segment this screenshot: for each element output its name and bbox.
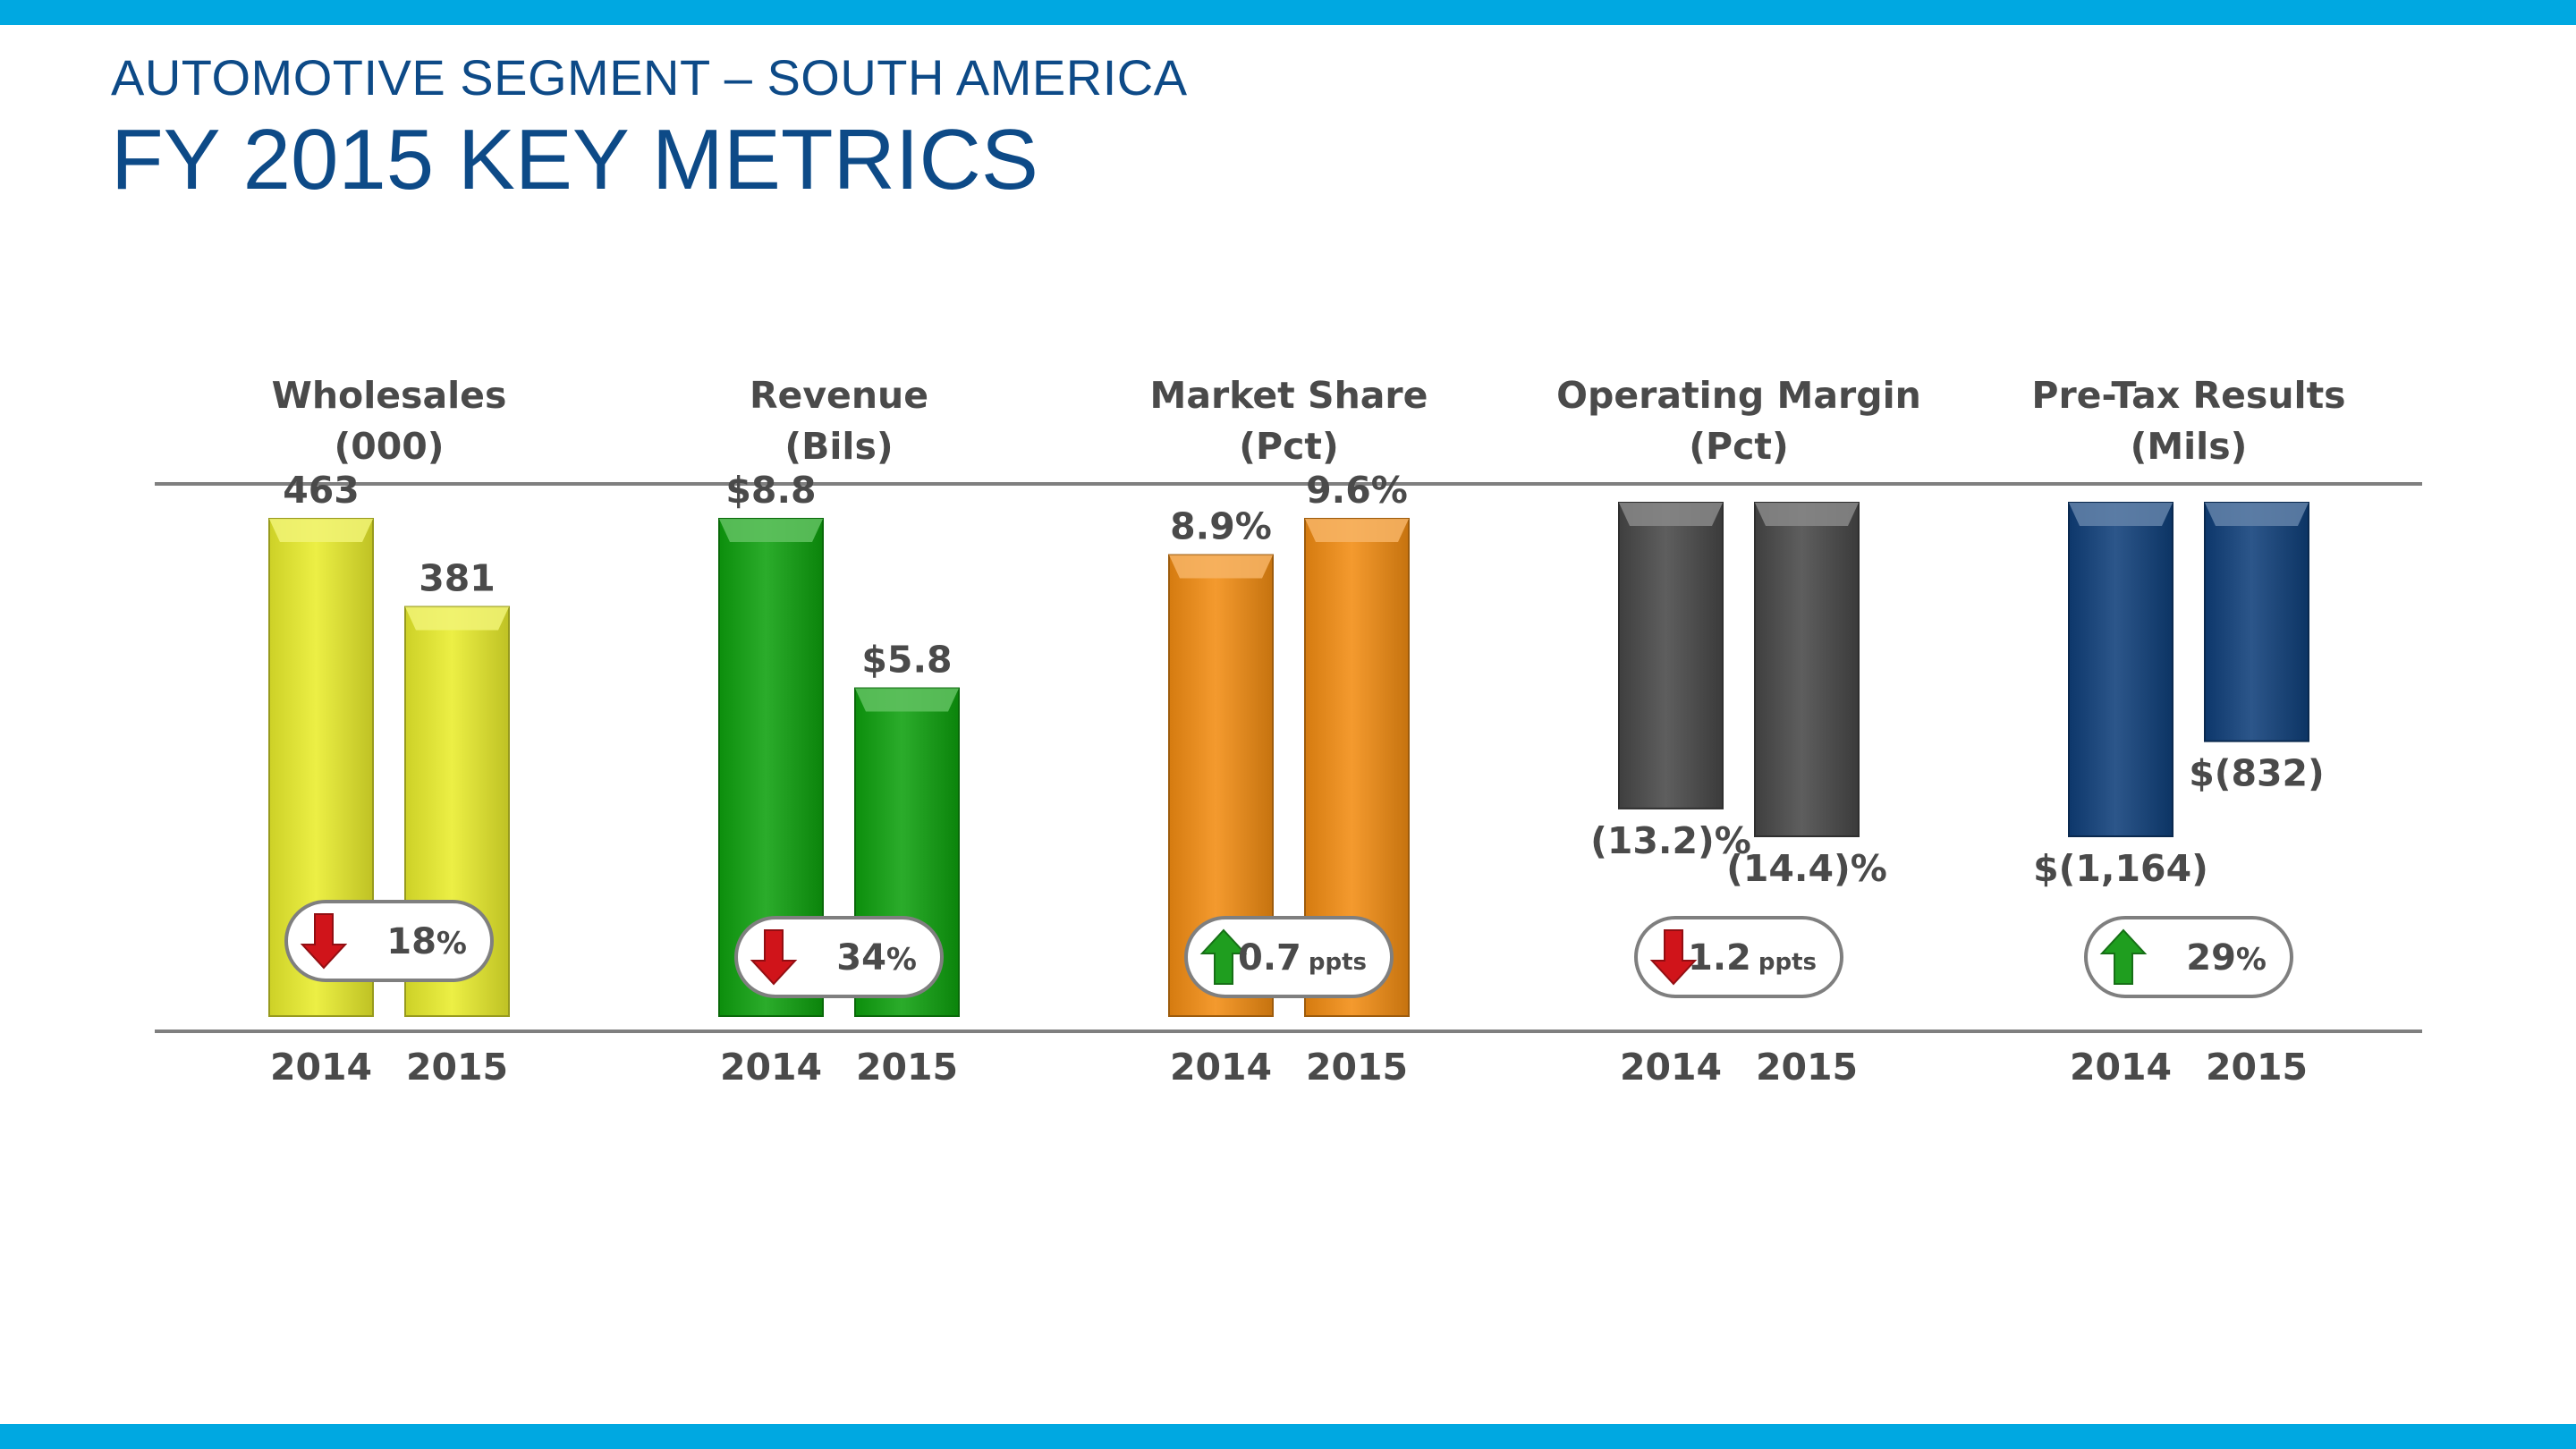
change-value: 18% (386, 921, 467, 962)
panel-title: Pre-Tax Results (2031, 374, 2345, 417)
value-label-2015: 381 (419, 556, 496, 599)
bar-cap-2014 (1169, 555, 1273, 579)
change-pill (734, 916, 944, 998)
year-label-2014: 2014 (270, 1046, 372, 1089)
panel-title: Wholesales (272, 374, 507, 417)
change-pill (1184, 916, 1394, 998)
panel-unit-label: (000) (334, 425, 444, 468)
metric-panel-1: Wholesales (000)463 2014 381 2015 18% (268, 374, 510, 1089)
value-label-2015: $(832) (2189, 752, 2325, 795)
bar-cap-2014 (2069, 503, 2173, 526)
value-label-2014: 8.9% (1170, 505, 1272, 548)
value-label-2015: (14.4)% (1726, 847, 1887, 890)
change-pill (1634, 916, 1843, 998)
change-value: 29% (2186, 937, 2267, 979)
change-value: 1.2 ppts (1688, 937, 1817, 979)
value-label-2014: $8.8 (725, 469, 816, 512)
metric-panel-4: Operating Margin (Pct) (13.2)% 2014 (14.4)% 2… (1556, 374, 1921, 1089)
change-pill (2084, 916, 2293, 998)
year-label-2015: 2015 (1306, 1046, 1408, 1089)
panel-title: Revenue (750, 374, 928, 417)
top-accent-band (0, 0, 2576, 25)
change-value: 34% (836, 937, 917, 979)
panel-unit-label: (Pct) (1689, 425, 1788, 468)
up-arrow-icon (2099, 928, 2148, 985)
year-label-2015: 2015 (406, 1046, 508, 1089)
bar-cap-2015 (855, 688, 959, 712)
bar-cap-2014 (719, 519, 823, 542)
bar-cap-2014 (1619, 503, 1723, 526)
value-label-2015: 9.6% (1306, 469, 1408, 512)
change-pill (284, 900, 494, 982)
value-label-2015: $5.8 (861, 639, 952, 682)
bar-2015 (2204, 502, 2309, 742)
year-label-2014: 2014 (1170, 1046, 1272, 1089)
down-arrow-icon (750, 929, 798, 986)
metric-panel-2: Revenue (Bils)$8.8 2014 $5.8 2015 34% (718, 374, 960, 1089)
year-label-2014: 2014 (2070, 1046, 2172, 1089)
panel-title: Market Share (1150, 374, 1428, 417)
bar-2015 (1754, 502, 1860, 837)
value-label-2014: $(1,164) (2033, 847, 2208, 890)
year-label-2014: 2014 (720, 1046, 822, 1089)
year-label-2015: 2015 (2206, 1046, 2308, 1089)
value-label-2014: 463 (283, 469, 360, 512)
panel-title: Operating Margin (1556, 374, 1921, 417)
bar-cap-2015 (405, 606, 509, 631)
bar-cap-2015 (1305, 519, 1409, 542)
bar-2014 (2068, 502, 2174, 837)
panel-unit-label: (Bils) (784, 425, 893, 468)
bar-cap-2015 (2205, 503, 2309, 526)
slide-title: FY 2015 KEY METRICS (111, 112, 1038, 208)
up-arrow-icon (1199, 928, 1248, 985)
slide-subtitle: AUTOMOTIVE SEGMENT – SOUTH AMERICA (111, 49, 1188, 106)
bar-cap-2014 (269, 519, 373, 542)
panel-unit-label: (Pct) (1239, 425, 1338, 468)
down-arrow-icon (1649, 929, 1698, 986)
bottom-accent-band (0, 1424, 2576, 1449)
change-value: 0.7 ppts (1238, 937, 1367, 979)
value-label-2014: (13.2)% (1590, 819, 1751, 862)
metric-panel-3: Market Share (Pct) 8.9% 2014 9.6% 2015 0.7 ppts (1150, 374, 1428, 1089)
year-label-2015: 2015 (856, 1046, 958, 1089)
bar-cap-2015 (1755, 503, 1859, 526)
bar-2014 (1618, 502, 1724, 809)
year-label-2014: 2014 (1620, 1046, 1722, 1089)
panel-unit-label: (Mils) (2131, 425, 2248, 468)
down-arrow-icon (300, 913, 348, 970)
metric-panel-5: Pre-Tax Results (Mils) $(1,164) 2014 $(832) 2… (2031, 374, 2345, 1089)
year-label-2015: 2015 (1756, 1046, 1858, 1089)
